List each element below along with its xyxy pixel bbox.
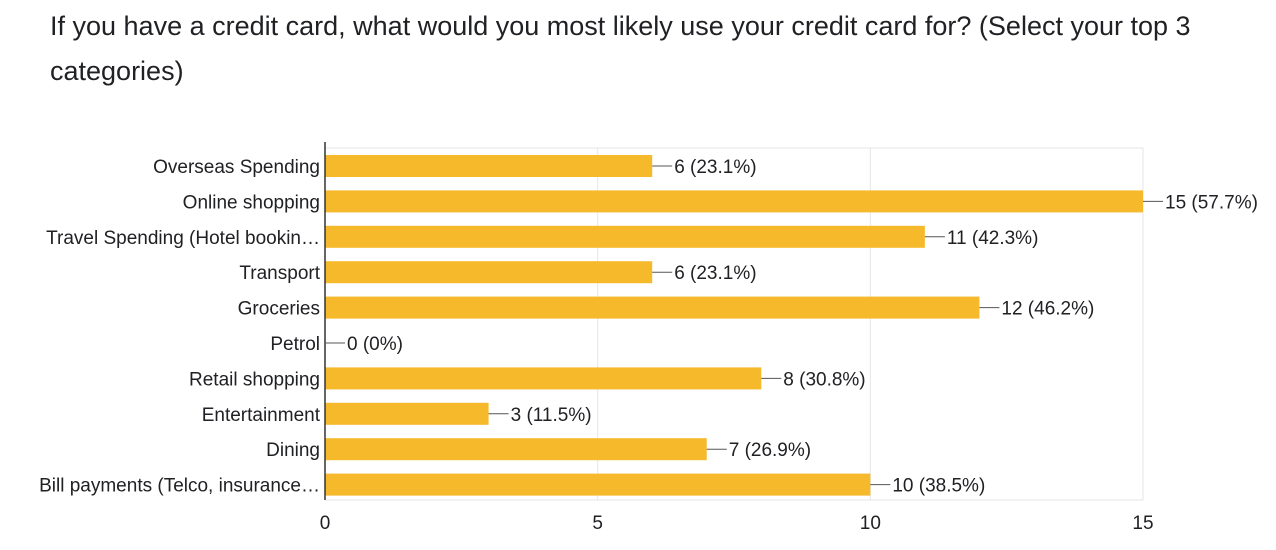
category-label: Groceries [238, 299, 320, 320]
data-label: 15 (57.7%) [1165, 192, 1258, 213]
data-label: 11 (42.3%) [947, 228, 1039, 249]
bar [325, 190, 1143, 213]
category-label: Bill payments (Telco, insurance… [39, 476, 320, 497]
bar [325, 261, 653, 284]
bar [325, 155, 653, 177]
bar [325, 402, 489, 425]
labels: 0 5 10 15 Overseas Spending 6 (23.1%) Online s… [39, 157, 1258, 534]
data-label: 8 (30.8%) [783, 369, 865, 390]
data-label: 6 (23.1%) [674, 263, 756, 284]
bar [325, 367, 762, 390]
x-tick-label: 15 [1132, 513, 1153, 534]
bar [325, 225, 925, 248]
data-label: 7 (26.9%) [729, 440, 811, 461]
bar [325, 438, 707, 461]
question-title: If you have a credit card, what would yo… [50, 11, 1191, 86]
x-tick-label: 10 [860, 513, 881, 534]
category-label: Online shopping [183, 192, 320, 213]
x-tick-label: 0 [320, 513, 331, 534]
category-label: Overseas Spending [153, 157, 320, 178]
bars [325, 155, 1143, 496]
bar [325, 473, 871, 496]
category-label: Petrol [270, 334, 320, 355]
category-label: Transport [239, 263, 320, 284]
x-tick-label: 5 [592, 513, 603, 534]
data-label: 12 (46.2%) [1001, 299, 1094, 320]
data-label: 10 (38.5%) [892, 476, 985, 497]
category-label: Entertainment [202, 405, 321, 426]
bar [325, 296, 980, 319]
category-label: Travel Spending (Hotel bookin… [46, 228, 320, 249]
category-label: Dining [266, 440, 320, 461]
data-label: 6 (23.1%) [674, 157, 756, 178]
data-label: 3 (11.5%) [511, 405, 592, 426]
data-label: 0 (0%) [347, 334, 403, 355]
category-label: Retail shopping [189, 369, 320, 390]
